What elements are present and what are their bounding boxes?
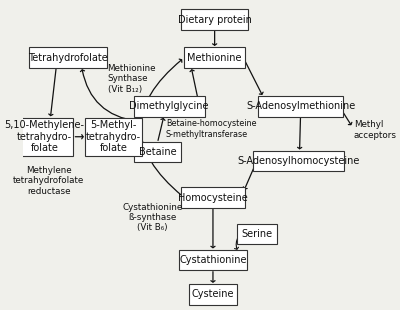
FancyBboxPatch shape <box>181 9 248 30</box>
FancyBboxPatch shape <box>179 250 247 270</box>
Text: Cystathionine
ß-synthase
(Vit B₆): Cystathionine ß-synthase (Vit B₆) <box>122 202 182 232</box>
Text: Serine: Serine <box>241 229 272 239</box>
Text: Methyl
acceptors: Methyl acceptors <box>354 120 397 140</box>
Text: Homocysteine: Homocysteine <box>178 193 248 203</box>
FancyBboxPatch shape <box>258 96 343 117</box>
Text: Betaine: Betaine <box>138 147 176 157</box>
Text: Dimethylglycine: Dimethylglycine <box>130 101 209 111</box>
FancyBboxPatch shape <box>134 142 181 162</box>
FancyBboxPatch shape <box>181 187 245 208</box>
Text: Cystathionine: Cystathionine <box>179 255 247 265</box>
Text: Methionine
Synthase
(Vit B₁₂): Methionine Synthase (Vit B₁₂) <box>108 64 156 94</box>
Text: Methionine: Methionine <box>187 53 242 63</box>
FancyBboxPatch shape <box>184 47 245 68</box>
Text: Cysteine: Cysteine <box>192 290 234 299</box>
Text: S-Adenosylmethionine: S-Adenosylmethionine <box>246 101 355 111</box>
FancyBboxPatch shape <box>85 118 142 156</box>
FancyBboxPatch shape <box>189 284 236 305</box>
Text: Methylene
tetrahydrofolate
reductase: Methylene tetrahydrofolate reductase <box>13 166 84 196</box>
Text: Betaine-homocysteine
S-methyltransferase: Betaine-homocysteine S-methyltransferase <box>166 119 256 139</box>
FancyBboxPatch shape <box>236 224 277 244</box>
FancyBboxPatch shape <box>29 47 107 68</box>
FancyBboxPatch shape <box>134 96 204 117</box>
FancyBboxPatch shape <box>253 151 344 171</box>
Text: Tetrahydrofolate: Tetrahydrofolate <box>28 53 108 63</box>
Text: 5,10-Methylene-
tetrahydro-
folate: 5,10-Methylene- tetrahydro- folate <box>4 120 84 153</box>
Text: S-Adenosylhomocysteine: S-Adenosylhomocysteine <box>238 156 360 166</box>
Text: Dietary protein: Dietary protein <box>178 15 252 24</box>
FancyBboxPatch shape <box>16 118 73 156</box>
Text: 5-Methyl-
tetrahydro-
folate: 5-Methyl- tetrahydro- folate <box>86 120 141 153</box>
